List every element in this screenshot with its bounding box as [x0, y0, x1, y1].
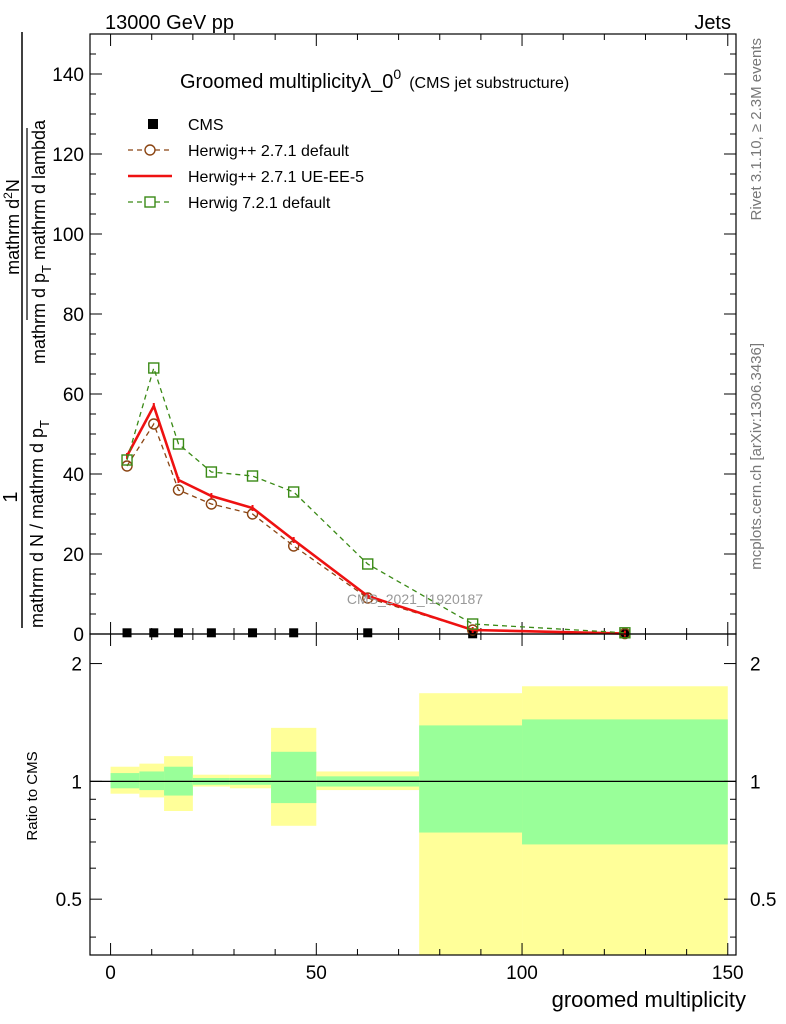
chart-title-main: Groomed multiplicityλ_0	[180, 71, 393, 93]
chart-subtitle: (CMS jet substructure)	[409, 75, 569, 92]
cms-point	[173, 628, 183, 638]
ratio-y-tick-label: 1	[71, 772, 82, 793]
legend-marker	[148, 119, 158, 129]
x-tick-label: 100	[506, 963, 538, 984]
cms-point	[248, 628, 258, 638]
ratio-panel: 0.5 0.5 1 1 2 2 0 50 100 150 Ratio to CMS groomed…	[24, 633, 776, 1012]
inner-band	[110, 773, 140, 789]
main-series	[121, 362, 631, 640]
legend: CMS Herwig++ 2.7.1 default Herwig++ 2.7.1 …	[128, 117, 364, 212]
square-marker	[619, 627, 631, 639]
ylabel-numerator: mathrm d2N	[1, 179, 23, 275]
chart-title-sup: 0	[393, 66, 401, 82]
energy-label: 13000 GeV pp	[105, 12, 234, 34]
ylabel-denominator-text: mathrm d p	[29, 273, 49, 364]
ylabel-prefix: 1	[0, 491, 22, 502]
cms-point	[363, 628, 373, 638]
cms-point	[149, 628, 159, 638]
chart-title: Groomed multiplicityλ_00 (CMS jet substru…	[180, 66, 569, 93]
ylabel-numerator-exp: 2	[1, 192, 15, 199]
ratio-y-tick-label: 0.5	[56, 890, 82, 911]
inner-band	[271, 751, 317, 804]
legend-label: CMS	[188, 117, 224, 134]
legend-label: Herwig++ 2.7.1 default	[188, 143, 350, 160]
legend-label: Herwig 7.2.1 default	[188, 195, 331, 212]
ratio-axes: 0.5 0.5 1 1 2 2 0 50 100 150	[56, 633, 776, 984]
ratio-y-tick-label-right: 0.5	[750, 890, 776, 911]
ylabel-prefix-denominator: mathrm d N / mathrm d pT	[27, 420, 52, 628]
square-marker	[287, 486, 300, 498]
square-marker	[148, 362, 160, 374]
square-marker	[172, 438, 185, 450]
square-marker	[246, 470, 259, 482]
inner-band	[419, 725, 523, 833]
ratio-y-tick-label-right: 1	[750, 772, 761, 793]
watermark: CMS_2021_I1920187	[347, 591, 483, 607]
legend-label: Herwig++ 2.7.1 UE-EE-5	[188, 169, 364, 186]
main-ylabel: 1 mathrm d N / mathrm d pT mathrm d2N ma…	[0, 32, 54, 628]
series-line	[126, 365, 625, 634]
ylabel-prefix-denominator-sub: T	[37, 420, 52, 428]
ratio-frame	[89, 633, 737, 956]
y-tick-label: 100	[52, 225, 84, 246]
series-3	[121, 362, 631, 639]
process-label: Jets	[694, 12, 731, 34]
main-frame	[89, 33, 737, 635]
legend-marker	[144, 144, 156, 156]
ylabel-numerator-n: N	[3, 179, 23, 192]
y-tick-label: 60	[63, 385, 84, 406]
rivet-label: Rivet 3.1.10, ≥ 2.3M events	[748, 38, 765, 221]
y-tick-label: 0	[73, 625, 84, 646]
cms-point	[289, 628, 299, 638]
ratio-bands	[110, 686, 728, 955]
x-tick-label: 0	[105, 963, 116, 984]
series-0	[122, 628, 630, 639]
legend-marker	[144, 196, 156, 208]
mcplots-label: mcplots.cern.ch [arXiv:1306.3436]	[748, 343, 765, 570]
y-tick-label: 40	[63, 465, 84, 486]
x-tick-label: 150	[712, 963, 744, 984]
ylabel-numerator-text: mathrm d	[3, 199, 23, 275]
square-marker	[205, 466, 218, 478]
circle-marker	[121, 460, 133, 472]
ylabel-denominator-sub: T	[39, 265, 54, 273]
cms-point	[122, 628, 132, 638]
ratio-ylabel: Ratio to CMS	[24, 751, 41, 840]
cms-point	[206, 628, 216, 638]
y-tick-label: 140	[52, 65, 84, 86]
x-tick-label: 50	[306, 963, 327, 984]
y-tick-label: 120	[52, 145, 84, 166]
ylabel-prefix-denominator-text: mathrm d N / mathrm d p	[27, 428, 47, 628]
y-tick-label: 80	[63, 305, 84, 326]
ratio-y-tick-label-right: 2	[750, 655, 761, 676]
ylabel-denominator: mathrm d pT mathrm d lambda	[29, 119, 54, 364]
ylabel-denominator-rest: mathrm d lambda	[29, 119, 49, 265]
y-tick-label: 20	[63, 545, 84, 566]
ratio-y-tick-label: 2	[71, 655, 82, 676]
square-marker	[121, 454, 133, 466]
square-marker	[466, 618, 479, 630]
circle-marker	[172, 484, 185, 496]
square-marker	[362, 558, 374, 570]
xlabel: groomed multiplicity	[552, 987, 746, 1012]
